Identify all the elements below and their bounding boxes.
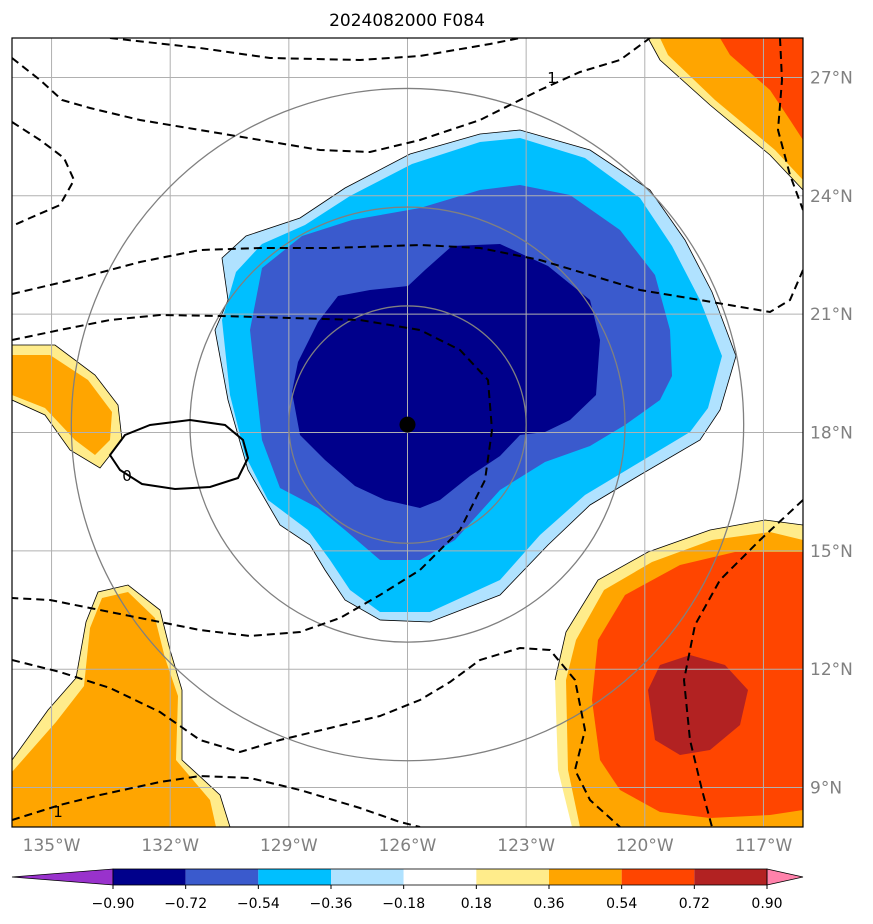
y-axis-ticks: 27°N 24°N 21°N 18°N 15°N 12°N 9°N xyxy=(810,68,853,798)
x-tick-label: 117°W xyxy=(735,836,793,856)
contour-label: 1 xyxy=(547,69,557,87)
colorbar-swatch xyxy=(331,869,404,885)
anomaly-pos-sw-2 xyxy=(12,592,216,827)
colorbar-swatch xyxy=(258,869,331,885)
colorbar-tick-label: 0.90 xyxy=(751,896,782,912)
y-tick-label: 15°N xyxy=(810,542,853,562)
colorbar-swatch xyxy=(476,869,549,885)
contour-label: 1 xyxy=(53,803,63,821)
x-tick-label: 132°W xyxy=(141,836,199,856)
x-tick-label: 123°W xyxy=(497,836,555,856)
range-ring xyxy=(288,305,527,544)
colorbar-extend-low xyxy=(11,868,114,886)
y-tick-label: 27°N xyxy=(810,68,853,88)
colorbar-swatch xyxy=(403,869,477,885)
colorbar-swatch xyxy=(549,869,622,885)
y-tick-label: 9°N xyxy=(810,779,842,799)
x-tick-label: 126°W xyxy=(379,836,437,856)
anomaly-pos-ne-3 xyxy=(720,38,803,140)
contour-line xyxy=(12,38,651,154)
contour-line xyxy=(682,499,803,827)
colorbar-tick-label: 0.54 xyxy=(606,896,637,912)
colorbar-tick-label: −0.54 xyxy=(237,896,280,912)
anomaly-pos-w-2 xyxy=(12,355,112,455)
contours xyxy=(12,38,803,827)
contour-line xyxy=(776,38,803,211)
contour-line xyxy=(12,121,76,227)
colorbar-frame xyxy=(112,868,768,886)
chart-title: 2024082000 F084 xyxy=(329,11,485,31)
contour-line xyxy=(12,774,421,827)
colorbar-tick-label: 0.18 xyxy=(461,896,492,912)
colorbar-swatch xyxy=(694,869,767,885)
colorbar-tick-label: −0.72 xyxy=(164,896,207,912)
map-area: 1 1 0 xyxy=(12,38,803,827)
contour-label: 0 xyxy=(122,467,132,485)
colorbar-swatch xyxy=(113,869,186,885)
map-frame xyxy=(11,37,804,828)
colorbar-swatch xyxy=(185,869,259,885)
colorbar-tick-label: 0.36 xyxy=(533,896,564,912)
x-tick-label: 129°W xyxy=(260,836,318,856)
contour-labels: 1 1 0 xyxy=(53,69,557,821)
contour-line xyxy=(12,313,494,638)
y-tick-label: 12°N xyxy=(810,660,853,680)
colorbar-tick-label: 0.72 xyxy=(679,896,710,912)
contour-line xyxy=(109,38,521,62)
range-ring xyxy=(189,206,626,643)
colorbar-swatch xyxy=(621,869,695,885)
x-axis-ticks: 135°W 132°W 129°W 126°W 123°W 120°W 117°W xyxy=(23,836,793,856)
colorbar-extend-high xyxy=(766,868,804,886)
y-tick-label: 21°N xyxy=(810,305,853,325)
x-tick-label: 135°W xyxy=(23,836,81,856)
contour-line xyxy=(12,646,621,827)
y-tick-label: 18°N xyxy=(810,424,853,444)
shading xyxy=(12,38,803,827)
x-tick-label: 120°W xyxy=(616,836,674,856)
contour-line xyxy=(12,243,803,314)
colorbar-tick-label: −0.36 xyxy=(310,896,353,912)
anomaly-neg-fill-4 xyxy=(292,244,600,508)
colorbar: −0.90 −0.72 −0.54 −0.36 −0.18 0.18 0.36 0.54 0.7… xyxy=(11,868,804,912)
range-rings xyxy=(70,87,745,762)
colorbar-tick-label: −0.90 xyxy=(92,896,135,912)
colorbar-tick-label: −0.18 xyxy=(382,896,425,912)
contour-zero xyxy=(108,418,250,491)
range-ring xyxy=(70,87,745,762)
anomaly-pos-se-4 xyxy=(648,655,748,755)
storm-center-marker xyxy=(399,416,416,433)
y-tick-label: 24°N xyxy=(810,187,853,207)
